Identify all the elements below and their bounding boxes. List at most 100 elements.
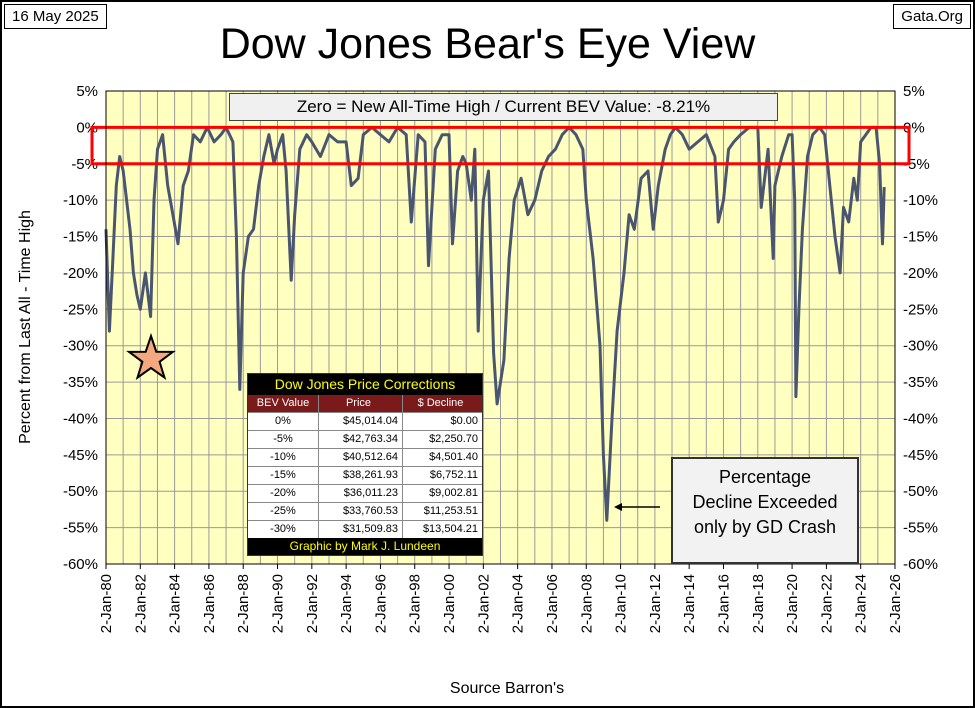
x-tick-label: 2-Jan-88 (235, 574, 252, 633)
x-tick-label: 2-Jan-26 (887, 574, 904, 633)
x-tick-label: 2-Jan-16 (715, 574, 732, 633)
y-tick-label: -45% (63, 447, 98, 464)
table-row: -15% $38,261.93 $6,752.11 (248, 466, 482, 484)
table-cell: $31,509.83 (319, 521, 403, 538)
y-axis-right: 5%0%-5%-10%-15%-20%-25%-30%-35%-40%-45%-… (903, 83, 938, 573)
x-tick-label: 2-Jan-04 (510, 574, 527, 633)
table-cell: -10% (248, 449, 319, 466)
table-cell: $40,512.64 (319, 449, 403, 466)
y-tick-label: -60% (63, 556, 98, 573)
y-tick-label: -35% (63, 374, 98, 391)
table-cell: -5% (248, 431, 319, 448)
x-tick-label: 2-Jan-14 (681, 574, 698, 633)
table-cell: -25% (248, 503, 319, 520)
table-cell: $11,253.51 (423, 505, 478, 517)
date-label: 16 May 2025 (4, 4, 107, 29)
table-cell: $6,752.11 (429, 469, 478, 481)
table-cell: $38,261.93 (319, 467, 403, 484)
x-tick-label: 2-Jan-06 (544, 574, 561, 633)
table-cell: -15% (248, 467, 319, 484)
x-tick-label: 2-Jan-80 (98, 574, 115, 633)
y-tick-label: -10% (63, 192, 98, 209)
table-title: Dow Jones Price Corrections (248, 374, 482, 395)
x-tick-label: 2-Jan-96 (372, 574, 389, 633)
y-tick-label-right: -25% (903, 301, 938, 318)
table-footer: Graphic by Mark J. Lundeen (248, 538, 482, 555)
price-corrections-table: Dow Jones Price Corrections BEV Value Pr… (247, 373, 483, 556)
y-tick-label: -20% (63, 265, 98, 282)
star-icon (126, 332, 176, 381)
y-tick-label-right: -45% (903, 447, 938, 464)
x-tick-label: 2-Jan-00 (441, 574, 458, 633)
header-decline: $ Decline (417, 397, 464, 409)
x-tick-label: 2-Jan-02 (475, 574, 492, 633)
x-tick-label: 2-Jan-90 (270, 574, 287, 633)
table-row: -10% $40,512.64 $4,501.40 (248, 448, 482, 466)
x-tick-label: 2-Jan-94 (338, 574, 355, 633)
x-axis: 2-Jan-80 2-Jan-82 2-Jan-84 2-Jan-86 2-Jan-88… (98, 564, 904, 633)
table-body: 0% $45,014.04 $0.00 -5% $42,763.34 $2,250.70-… (248, 412, 482, 538)
table-cell: $36,011.23 (319, 485, 403, 502)
x-tick-label: 2-Jan-20 (784, 574, 801, 633)
y-axis-left: 5%0%-5%-10%-15%-20%-25%-30%-35%-40%-45%-… (63, 83, 98, 573)
x-tick-label: 2-Jan-98 (407, 574, 424, 633)
x-tick-label: 2-Jan-84 (167, 574, 184, 633)
x-tick-label: 2-Jan-08 (578, 574, 595, 633)
x-tick-label: 2-Jan-82 (132, 574, 149, 633)
y-tick-label-right: -10% (903, 192, 938, 209)
table-cell: 0% (248, 413, 319, 430)
table-cell: $0.00 (450, 415, 478, 427)
x-tick-label: 2-Jan-22 (818, 574, 835, 633)
y-tick-label: -30% (63, 338, 98, 355)
table-cell: $33,760.53 (319, 503, 403, 520)
table-cell: $4,501.40 (429, 451, 478, 463)
plot-border (105, 90, 896, 565)
x-tick-label: 2-Jan-86 (201, 574, 218, 633)
y-tick-label: -55% (63, 520, 98, 537)
y-tick-label: -50% (63, 483, 98, 500)
x-axis-title: Source Barron's (449, 680, 565, 697)
table-cell: $13,504.21 (422, 523, 478, 535)
table-cell: $45,014.04 (319, 413, 403, 430)
table-cell: $2,250.70 (429, 433, 478, 445)
y-tick-label-right: 5% (903, 83, 925, 100)
y-tick-label-right: -50% (903, 483, 938, 500)
y-tick-label: -40% (63, 410, 98, 427)
y-tick-label-right: -55% (903, 520, 938, 537)
table-cell: $42,763.34 (319, 431, 403, 448)
chart-title: Dow Jones Bear's Eye View (219, 20, 756, 68)
y-tick-label-right: -30% (903, 338, 938, 355)
y-tick-label-right: -40% (903, 410, 938, 427)
table-cell: $9,002.81 (429, 487, 478, 499)
site-label: Gata.Org (893, 4, 971, 29)
callout-line: only by GD Crash (693, 517, 837, 537)
dow-bev-series-line (104, 125, 886, 522)
y-tick-label: -15% (63, 229, 98, 246)
x-tick-label: 2-Jan-24 (853, 574, 870, 633)
table-row: 0% $45,014.04 $0.00 (248, 412, 482, 430)
callout-line: Decline Exceeded (692, 492, 838, 512)
arrow-head-icon (614, 503, 622, 511)
gd-crash-callout: Percentage Decline Exceeded only by GD C… (671, 457, 859, 564)
table-row: -25% $33,760.53 $11,253.51 (248, 502, 482, 520)
y-tick-label: 5% (76, 83, 98, 100)
table-cell: -30% (248, 521, 319, 538)
y-tick-label: -25% (63, 301, 98, 318)
table-row: -30% $31,509.83 $13,504.21 (248, 520, 482, 538)
y-tick-label-right: -35% (903, 374, 938, 391)
table-header: BEV Value Price $ Decline (248, 395, 482, 412)
table-cell: -20% (248, 485, 319, 502)
header-bev: BEV Value (248, 395, 319, 412)
table-row: -20% $36,011.23 $9,002.81 (248, 484, 482, 502)
callout-line: Percentage (718, 467, 812, 487)
table-row: -5% $42,763.34 $2,250.70 (248, 430, 482, 448)
x-tick-label: 2-Jan-92 (304, 574, 321, 633)
x-tick-label: 2-Jan-18 (750, 574, 767, 633)
y-tick-label-right: -60% (903, 556, 938, 573)
x-tick-label: 2-Jan-12 (647, 574, 664, 633)
y-tick-label-right: -15% (903, 229, 938, 246)
x-tick-label: 2-Jan-10 (613, 574, 630, 633)
header-price: Price (319, 395, 403, 412)
